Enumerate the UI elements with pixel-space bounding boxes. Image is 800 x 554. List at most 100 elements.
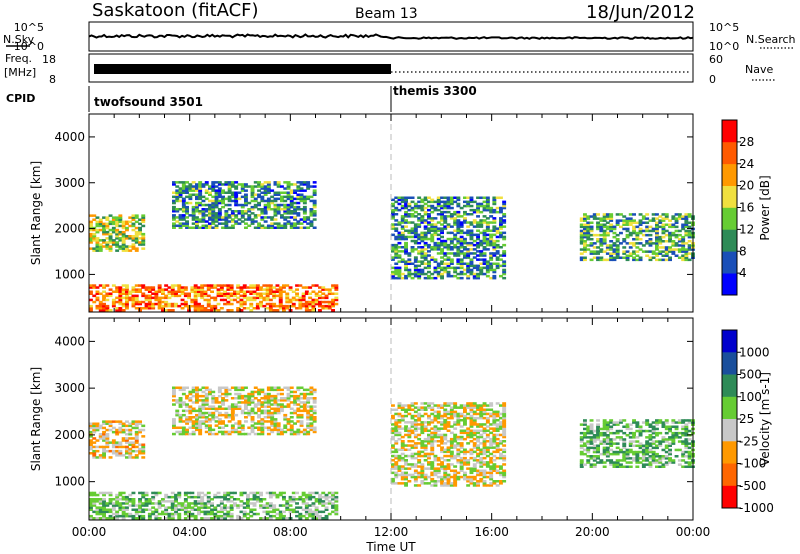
echo-cell: [658, 221, 663, 224]
echo-cell: [195, 413, 199, 417]
echo-cell: [589, 252, 594, 255]
colorbar-swatch: [722, 207, 737, 230]
echo-cell: [224, 183, 229, 186]
echo-cell: [134, 456, 139, 459]
echo-cell: [476, 237, 480, 241]
echo-cell: [492, 454, 497, 458]
echo-cell: [206, 294, 211, 298]
echo-cell: [321, 304, 326, 308]
echo-cell: [299, 187, 304, 190]
echo-cell: [397, 402, 402, 405]
echo-cell: [240, 183, 245, 186]
echo-cell: [214, 185, 219, 188]
echo-cell: [282, 498, 286, 501]
echo-cell: [433, 454, 438, 458]
echo-cell: [265, 510, 270, 514]
echo-cell: [227, 183, 232, 186]
echo-cell: [482, 473, 487, 477]
echo-cell: [482, 408, 487, 411]
echo-cell: [283, 226, 288, 229]
echo-cell: [651, 229, 656, 233]
echo-cell: [311, 491, 316, 495]
echo-cell: [217, 426, 222, 429]
echo-cell: [443, 482, 448, 485]
echo-cell: [306, 418, 311, 421]
echo-cell: [250, 416, 255, 419]
echo-cell: [579, 219, 584, 222]
echo-cell: [459, 243, 464, 247]
echo-cell: [102, 216, 106, 219]
echo-cell: [324, 498, 329, 501]
echo-cell: [417, 204, 422, 208]
echo-cell: [226, 300, 231, 304]
echo-cell: [291, 498, 296, 501]
echo-cell: [216, 491, 221, 495]
echo-cell: [224, 411, 229, 415]
echo-cell: [502, 206, 507, 210]
echo-cell: [318, 309, 322, 312]
echo-cell: [295, 498, 299, 501]
echo-cell: [394, 219, 399, 222]
echo-cell: [502, 459, 507, 462]
echo-cell: [400, 272, 405, 276]
echo-cell: [489, 235, 494, 239]
echo-cell: [201, 401, 206, 404]
echo-cell: [131, 514, 136, 518]
echo-cell: [98, 307, 103, 310]
echo-cell: [223, 491, 227, 495]
echo-cell: [185, 394, 189, 398]
echo-cell: [188, 405, 193, 408]
echo-cell: [463, 448, 467, 451]
echo-cell: [469, 237, 474, 241]
echo-cell: [118, 430, 123, 434]
echo-cell: [221, 199, 225, 203]
echo-cell: [453, 473, 458, 477]
echo-cell: [449, 410, 454, 414]
echo-cell: [249, 491, 254, 495]
echo-cell: [296, 195, 301, 199]
echo-cell: [134, 296, 139, 300]
echo-cell: [476, 471, 480, 475]
echo-cell: [301, 304, 306, 308]
echo-cell: [216, 510, 221, 514]
echo-cell: [489, 414, 494, 418]
echo-cell: [420, 272, 425, 276]
echo-cell: [463, 421, 467, 424]
echo-cell: [276, 428, 281, 432]
echo-cell: [321, 517, 326, 520]
echo-cell: [592, 434, 597, 437]
echo-cell: [482, 231, 487, 235]
echo-cell: [404, 475, 408, 479]
echo-cell: [309, 397, 314, 400]
echo-cell: [446, 425, 451, 428]
echo-cell: [203, 493, 208, 497]
echo-cell: [236, 284, 241, 287]
echo-cell: [195, 416, 199, 419]
echo-cell: [404, 262, 408, 265]
echo-cell: [321, 286, 326, 289]
echo-cell: [125, 222, 129, 226]
echo-cell: [309, 405, 314, 408]
echo-cell: [195, 420, 199, 423]
echo-cell: [175, 189, 180, 192]
echo-cell: [286, 420, 291, 423]
noise-tick-left-top: 10^5: [14, 21, 44, 34]
echo-cell: [404, 196, 408, 199]
echo-cell: [280, 407, 284, 410]
echo-cell: [260, 183, 265, 186]
echo-cell: [324, 514, 329, 518]
echo-cell: [249, 304, 254, 308]
echo-cell: [311, 514, 316, 518]
echo-cell: [128, 296, 133, 300]
echo-cell: [485, 454, 490, 458]
echo-cell: [214, 432, 219, 436]
echo-cell: [102, 430, 106, 434]
echo-cell: [492, 198, 497, 202]
echo-cell: [250, 222, 255, 225]
echo-cell: [404, 444, 408, 447]
echo-cell: [233, 290, 237, 293]
echo-cell: [105, 437, 110, 440]
echo-cell: [164, 500, 169, 503]
echo-cell: [463, 246, 467, 249]
echo-cell: [185, 418, 189, 421]
